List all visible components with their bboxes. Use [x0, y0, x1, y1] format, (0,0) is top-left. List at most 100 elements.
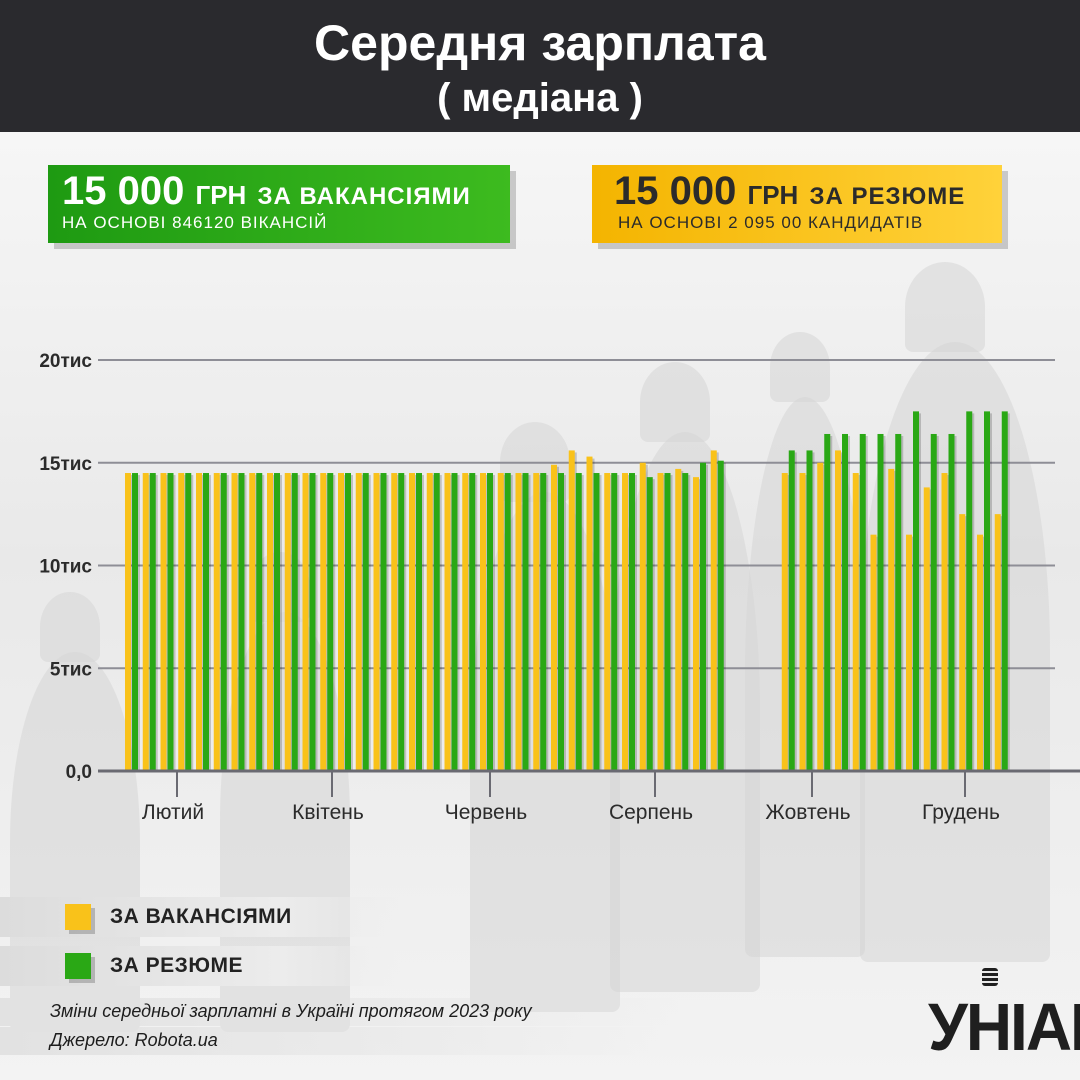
bar-vacancies: [249, 473, 256, 771]
bar-vacancies: [693, 477, 699, 771]
bar-resumes: [309, 473, 316, 771]
bar-vacancies: [586, 456, 593, 771]
bar-resumes: [451, 473, 458, 771]
bar-vacancies: [267, 473, 273, 771]
bar-resumes: [256, 473, 263, 771]
bar-vacancies: [320, 473, 327, 771]
bar-vacancies: [231, 473, 238, 771]
bar-vacancies: [870, 534, 877, 771]
bar-vacancies: [657, 473, 664, 771]
bar-vacancies: [444, 473, 451, 771]
salary-bar-chart: 0,0 5тис 10тис 15тис 20тис Лютий Квітень Червен…: [39, 351, 1080, 824]
x-tick-label: Грудень: [922, 801, 1000, 824]
x-tick-label: Жовтень: [765, 801, 850, 824]
bar-vacancies: [639, 462, 646, 771]
bar-vacancies: [178, 473, 185, 771]
x-tick-label: Квітень: [292, 801, 364, 824]
vacancies-basis: НА ОСНОВІ 846120 ВІКАНСІЙ: [62, 213, 328, 232]
bar-vacancies: [480, 473, 486, 771]
bar-resumes: [522, 473, 529, 771]
bar-vacancies: [622, 473, 628, 771]
vacancies-summary-headline: 15 000 ГРН ЗА ВАКАНСІЯМИ: [62, 169, 471, 214]
legend-item-resumes: ЗА РЕЗЮМЕ: [0, 946, 400, 986]
bar-resumes: [717, 460, 724, 771]
silhouette-head: [770, 332, 830, 402]
bar-resumes: [913, 411, 919, 771]
logo-text: УНІАН: [928, 989, 1080, 1065]
bar-vacancies: [994, 514, 1001, 771]
vacancies-currency: ГРН: [195, 180, 247, 210]
bar-vacancies: [196, 473, 202, 771]
bar-vacancies: [906, 534, 912, 771]
footer-source-row: Джерело: Robota.ua: [0, 1027, 680, 1055]
bar-resumes: [646, 477, 653, 771]
x-tick-label: Лютий: [142, 801, 204, 824]
bar-vacancies: [852, 473, 859, 771]
bar-resumes: [966, 411, 973, 771]
chart-subtitle: ( медіана ): [437, 76, 643, 120]
bar-resumes: [682, 473, 689, 771]
silhouette-head: [905, 262, 985, 352]
bar-resumes: [327, 473, 334, 771]
bar-vacancies: [355, 473, 362, 771]
bar-resumes: [629, 473, 635, 771]
bar-resumes: [948, 433, 955, 771]
bar-vacancies: [462, 473, 469, 771]
bar-vacancies: [515, 473, 522, 771]
bar-resumes: [167, 473, 174, 771]
footer-note-row: Зміни середньої зарплатні в Україні прот…: [0, 998, 680, 1026]
legend-swatch-resumes: [65, 953, 91, 979]
bar-resumes: [895, 433, 902, 771]
bar-resumes: [593, 473, 600, 771]
bar-resumes: [664, 473, 671, 771]
bar-resumes: [132, 473, 138, 771]
resumes-amount: 15 000: [614, 169, 737, 213]
bar-vacancies: [817, 462, 824, 771]
vacancies-summary-box: 15 000 ГРН ЗА ВАКАНСІЯМИ НА ОСНОВІ 84612…: [48, 165, 510, 243]
vacancies-amount: 15 000: [62, 169, 185, 213]
bar-resumes: [930, 433, 937, 771]
bar-resumes: [398, 473, 405, 771]
bar-vacancies: [977, 534, 983, 771]
bar-vacancies: [799, 473, 806, 771]
bar-resumes: [274, 473, 280, 771]
resumes-currency: ГРН: [747, 180, 799, 210]
x-tick-label: Червень: [445, 801, 528, 824]
bar-resumes: [362, 473, 369, 771]
bar-vacancies: [604, 473, 611, 771]
bar-vacancies: [160, 473, 167, 771]
bar-vacancies: [284, 473, 291, 771]
bar-resumes: [149, 473, 156, 771]
bar-resumes: [859, 433, 866, 771]
bar-resumes: [203, 473, 209, 771]
bar-resumes: [700, 462, 706, 771]
bar-resumes: [611, 473, 618, 771]
bar-resumes: [842, 433, 848, 771]
bar-vacancies: [568, 450, 575, 771]
bar-resumes: [220, 473, 227, 771]
unian-logo: УНІАН: [928, 968, 1080, 1065]
bar-resumes: [1001, 411, 1008, 771]
y-tick-label: 5тис: [50, 659, 93, 680]
bar-vacancies: [142, 473, 149, 771]
bar-vacancies: [923, 487, 930, 771]
bar-vacancies: [835, 450, 841, 771]
bar-vacancies: [781, 473, 788, 771]
bar-vacancies: [533, 473, 540, 771]
bar-vacancies: [551, 464, 557, 771]
bar-resumes: [806, 450, 813, 771]
bar-vacancies: [888, 468, 895, 771]
bar-vacancies: [959, 514, 966, 771]
bar-vacancies: [409, 473, 415, 771]
legend-label-vacancies: ЗА ВАКАНСІЯМИ: [110, 905, 292, 928]
bar-resumes: [291, 473, 298, 771]
bar-vacancies: [213, 473, 220, 771]
bar-resumes: [877, 433, 884, 771]
legend-swatch-vacancies: [65, 904, 91, 930]
bar-resumes: [558, 473, 564, 771]
bar-vacancies: [497, 473, 504, 771]
bar-vacancies: [373, 473, 380, 771]
y-tick-label: 0,0: [66, 762, 92, 783]
bar-resumes: [469, 473, 476, 771]
legend-item-vacancies: ЗА ВАКАНСІЯМИ: [0, 897, 400, 937]
